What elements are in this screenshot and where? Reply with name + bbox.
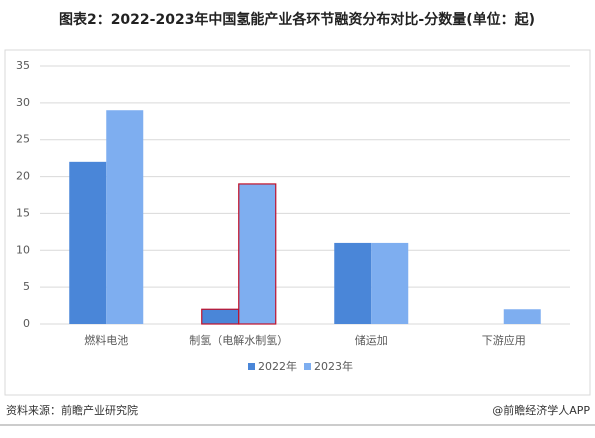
x-tick-label: 燃料电池 — [84, 333, 128, 347]
y-tick-label: 25 — [16, 133, 30, 146]
legend-swatch — [248, 363, 255, 370]
legend-swatch — [304, 363, 311, 370]
y-tick-label: 30 — [16, 96, 30, 109]
y-tick-label: 20 — [16, 170, 30, 183]
y-tick-label: 10 — [16, 243, 30, 256]
bar — [106, 110, 144, 324]
bar — [503, 309, 541, 324]
legend-label: 2022年 — [258, 359, 297, 373]
chart-title: 图表2：2022-2023年中国氢能产业各环节融资分布对比-分数量(单位：起) — [59, 11, 535, 28]
x-tick-label: 制氢（电解水制氢） — [189, 333, 288, 347]
bar — [69, 161, 107, 324]
legend-label: 2023年 — [314, 359, 353, 373]
chart-frame — [4, 49, 591, 396]
y-tick-label: 35 — [16, 59, 30, 72]
y-tick-label: 0 — [23, 317, 30, 330]
y-tick-label: 15 — [16, 206, 30, 219]
bar — [371, 242, 409, 324]
bar — [201, 308, 240, 325]
bar — [238, 183, 277, 325]
bar — [334, 242, 372, 324]
source: 资料来源：前瞻产业研究院 — [6, 403, 138, 417]
x-tick-label: 储运加 — [355, 333, 388, 347]
y-tick-label: 5 — [23, 280, 30, 293]
credit: @前瞻经济学人APP — [492, 403, 590, 417]
x-tick-label: 下游应用 — [482, 333, 526, 347]
